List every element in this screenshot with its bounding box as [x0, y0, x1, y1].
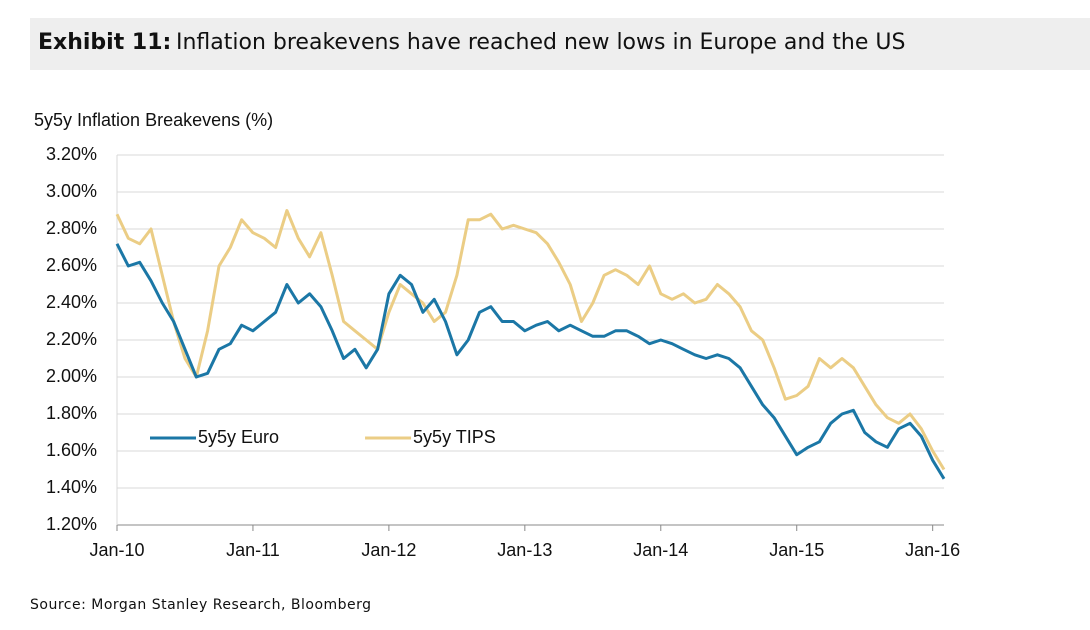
y-tick-label: 2.80%	[46, 218, 97, 238]
legend-label: 5y5y Euro	[198, 427, 279, 447]
y-tick-label: 1.40%	[46, 477, 97, 497]
x-tick-label: Jan-12	[361, 540, 416, 560]
series-line	[115, 209, 946, 471]
source-note: Source: Morgan Stanley Research, Bloombe…	[30, 597, 372, 613]
y-tick-label: 2.40%	[46, 292, 97, 312]
y-tick-label: 1.20%	[46, 514, 97, 534]
x-tick-label: Jan-13	[497, 540, 552, 560]
x-tick-label: Jan-10	[89, 540, 144, 560]
x-tick-label: Jan-15	[769, 540, 824, 560]
title-label: Exhibit 11:	[38, 30, 172, 55]
y-tick-label: 3.20%	[46, 144, 97, 164]
y-tick-label: 1.80%	[46, 403, 97, 423]
y-axis-label: 5y5y Inflation Breakevens (%)	[34, 110, 273, 130]
x-tick-label: Jan-11	[226, 540, 280, 560]
y-tick-label: 3.00%	[46, 181, 97, 201]
series-line	[115, 243, 946, 480]
x-tick-label: Jan-16	[905, 540, 960, 560]
x-tick-label: Jan-14	[633, 540, 688, 560]
y-tick-label: 2.20%	[46, 329, 97, 349]
y-tick-label: 2.60%	[46, 255, 97, 275]
chart-title: Inflation breakevens have reached new lo…	[176, 30, 906, 55]
y-tick-label: 1.60%	[46, 440, 97, 460]
legend-label: 5y5y TIPS	[413, 427, 496, 447]
y-tick-label: 2.00%	[46, 366, 97, 386]
title-banner: Exhibit 11: Inflation breakevens have re…	[30, 18, 1090, 70]
